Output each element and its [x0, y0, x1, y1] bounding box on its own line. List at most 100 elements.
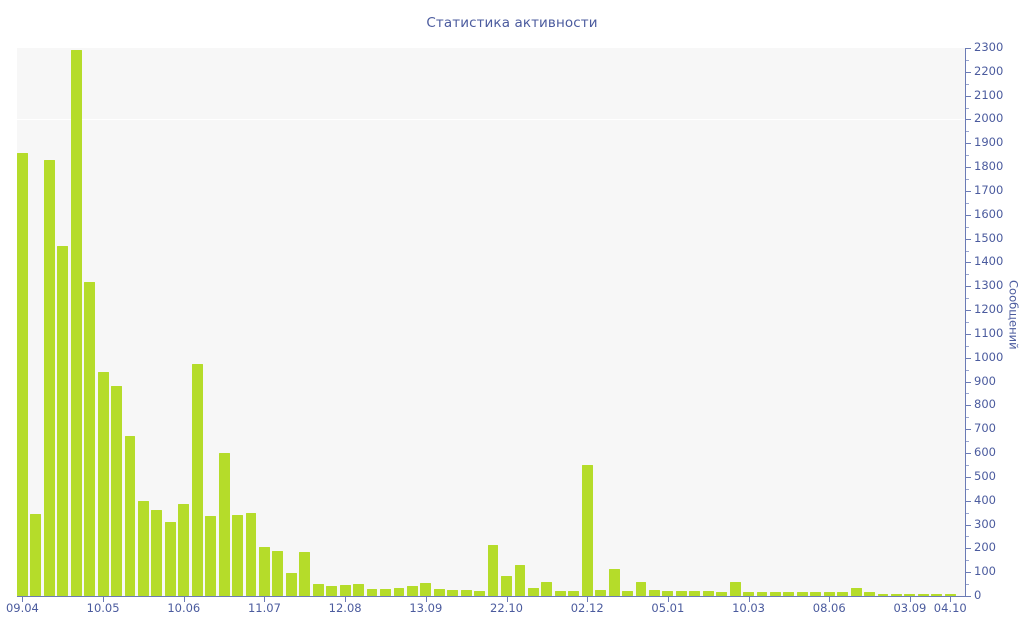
bar[interactable]: [689, 591, 701, 596]
bar[interactable]: [433, 588, 445, 596]
bar[interactable]: [164, 522, 176, 596]
bar[interactable]: [931, 593, 943, 596]
y-axis-minor-tick: [966, 131, 969, 133]
bar[interactable]: [904, 593, 916, 596]
y-axis-minor-tick: [966, 83, 969, 85]
bar[interactable]: [527, 587, 539, 596]
y-axis-tick: [966, 524, 971, 526]
bar[interactable]: [178, 504, 190, 596]
bar[interactable]: [70, 50, 82, 596]
bar[interactable]: [716, 592, 728, 596]
y-axis-tick-label: 1800: [974, 159, 1004, 174]
bar[interactable]: [729, 581, 741, 596]
bar[interactable]: [891, 593, 902, 596]
y-axis-tick-label: 2200: [974, 63, 1004, 78]
background-band: [17, 71, 965, 120]
bar[interactable]: [541, 581, 553, 596]
bar[interactable]: [568, 591, 580, 596]
x-axis-tick: [909, 597, 911, 602]
bar[interactable]: [743, 592, 754, 596]
y-axis-tick: [966, 214, 971, 216]
y-axis-tick-label: 0: [974, 588, 982, 602]
bar[interactable]: [944, 593, 956, 596]
bar[interactable]: [514, 565, 526, 596]
bar[interactable]: [917, 593, 929, 596]
bar[interactable]: [151, 510, 163, 596]
y-axis-tick: [966, 453, 971, 455]
y-axis-tick-label: 2100: [974, 87, 1004, 102]
bar[interactable]: [191, 363, 203, 596]
y-axis-minor-tick: [966, 274, 969, 276]
bar[interactable]: [205, 516, 217, 596]
bar[interactable]: [366, 588, 378, 596]
bar[interactable]: [608, 568, 620, 596]
bar[interactable]: [783, 592, 795, 596]
x-axis-tick-label: 11.07: [247, 601, 281, 615]
bar[interactable]: [259, 547, 270, 596]
x-axis-tick-label: 12.08: [328, 601, 362, 615]
y-axis-tick-label: 800: [974, 397, 996, 412]
bar[interactable]: [218, 453, 230, 596]
bar[interactable]: [57, 245, 69, 596]
bar[interactable]: [796, 592, 808, 596]
bar[interactable]: [447, 590, 459, 596]
bar[interactable]: [474, 591, 486, 596]
bar[interactable]: [353, 584, 364, 596]
bar[interactable]: [312, 584, 324, 596]
bar[interactable]: [420, 582, 432, 596]
bar[interactable]: [460, 590, 472, 596]
bar[interactable]: [380, 588, 391, 596]
bar[interactable]: [675, 591, 687, 596]
bar[interactable]: [43, 159, 55, 596]
x-axis-tick: [103, 597, 105, 602]
bar[interactable]: [635, 581, 647, 596]
bar[interactable]: [285, 573, 297, 596]
bar[interactable]: [30, 513, 42, 596]
bar[interactable]: [97, 372, 109, 596]
bar[interactable]: [837, 592, 849, 596]
bar[interactable]: [406, 586, 418, 596]
bar[interactable]: [84, 281, 96, 596]
bar[interactable]: [326, 586, 338, 596]
bar[interactable]: [299, 551, 311, 596]
bar[interactable]: [662, 591, 674, 596]
bar[interactable]: [850, 587, 862, 596]
y-axis-minor-tick: [966, 464, 969, 466]
bar[interactable]: [124, 436, 136, 596]
bar[interactable]: [649, 590, 660, 596]
bar[interactable]: [581, 464, 593, 596]
y-axis-tick: [966, 190, 971, 192]
bar[interactable]: [232, 515, 243, 596]
bar[interactable]: [487, 544, 499, 596]
x-axis-tick: [183, 597, 185, 602]
bar[interactable]: [810, 592, 822, 596]
bar[interactable]: [702, 591, 714, 596]
bar[interactable]: [501, 575, 512, 596]
background-band: [17, 214, 965, 263]
y-axis-tick: [966, 71, 971, 73]
bar[interactable]: [554, 591, 566, 596]
bar[interactable]: [17, 152, 28, 596]
bar[interactable]: [877, 593, 889, 596]
bar[interactable]: [622, 591, 633, 596]
bar[interactable]: [245, 512, 257, 596]
y-axis-tick: [966, 381, 971, 383]
y-axis-tick: [966, 310, 971, 312]
bar[interactable]: [393, 587, 405, 596]
x-axis-tick: [506, 597, 508, 602]
y-axis-tick: [966, 596, 971, 597]
bar[interactable]: [770, 592, 781, 596]
bar[interactable]: [111, 386, 122, 596]
bar[interactable]: [823, 592, 835, 596]
y-axis-tick: [966, 476, 971, 478]
x-axis-tick-label: 05.01: [651, 601, 685, 615]
bar[interactable]: [595, 590, 607, 596]
bar[interactable]: [756, 592, 768, 596]
bar[interactable]: [864, 592, 875, 596]
y-axis-minor-tick: [966, 584, 969, 586]
bar[interactable]: [138, 500, 149, 596]
y-axis-tick: [966, 48, 971, 49]
background-bands: [17, 48, 965, 596]
bar[interactable]: [272, 550, 284, 596]
bar[interactable]: [339, 585, 351, 596]
